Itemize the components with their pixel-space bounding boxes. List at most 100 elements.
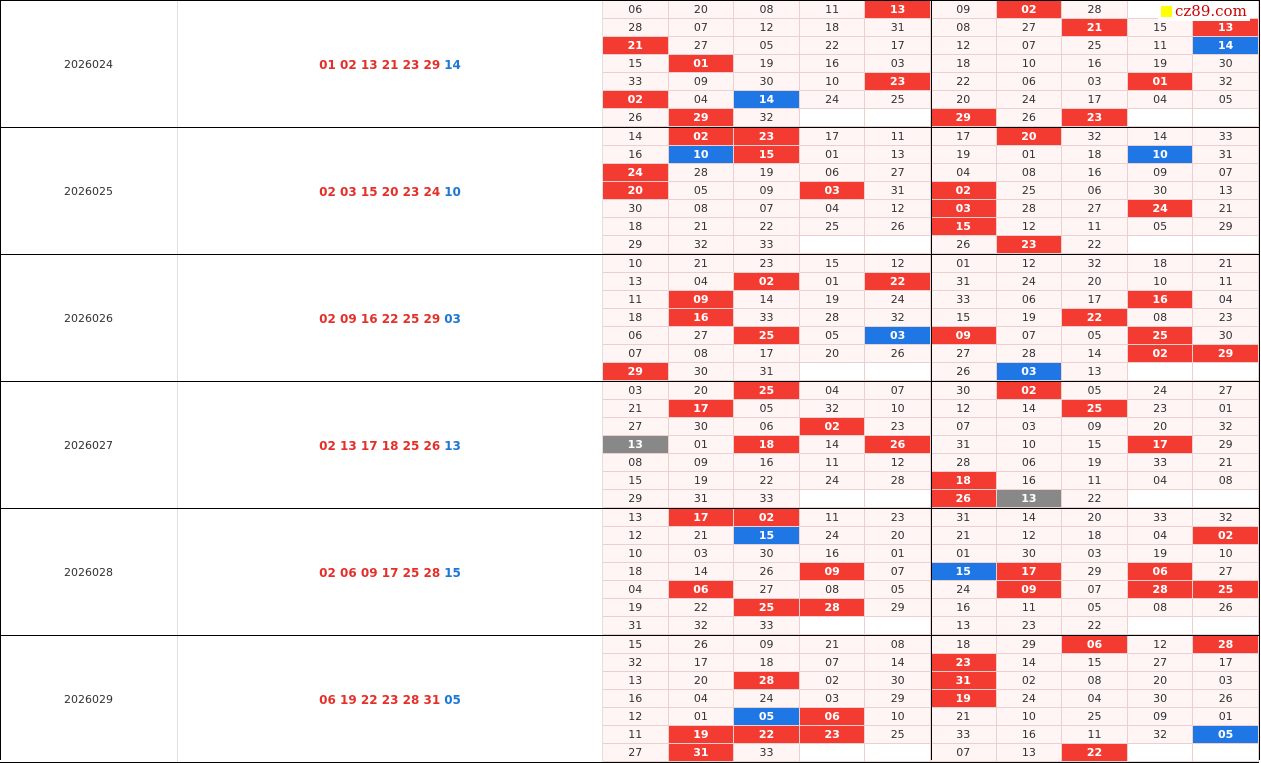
empty-cell <box>1193 236 1259 254</box>
highlight-cell: 23 <box>1062 109 1128 127</box>
empty-cell <box>1193 490 1259 508</box>
number-cell: 22 <box>931 73 997 91</box>
highlight-cell: 15 <box>734 146 800 164</box>
empty-cell <box>799 744 866 762</box>
number-cell: 12 <box>1127 636 1194 654</box>
highlight-cell: 05 <box>1193 726 1259 744</box>
highlight-cell: 25 <box>1193 581 1259 599</box>
number-cell: 32 <box>1127 726 1194 744</box>
number-cell: 16 <box>603 146 669 164</box>
empty-cell <box>799 617 866 635</box>
highlight-cell: 31 <box>668 744 735 762</box>
highlight-cell: 10 <box>1127 146 1194 164</box>
highlight-cell: 22 <box>734 726 800 744</box>
number-cell: 23 <box>865 418 931 436</box>
number-cell: 31 <box>865 19 931 37</box>
number-cell: 17 <box>668 654 735 672</box>
number-cell: 14 <box>1062 345 1128 363</box>
number-cell: 17 <box>1062 91 1128 109</box>
number-cell: 21 <box>1193 200 1259 218</box>
number-cell: 30 <box>668 418 735 436</box>
number-cell: 01 <box>865 545 931 563</box>
watermark-text: cz89.com <box>1175 2 1247 20</box>
highlight-cell: 29 <box>668 109 735 127</box>
number-cell: 20 <box>668 672 735 690</box>
highlight-cell: 22 <box>865 273 931 291</box>
number-cell: 30 <box>996 545 1063 563</box>
number-cell: 23 <box>1127 400 1194 418</box>
highlight-cell: 09 <box>799 563 866 581</box>
red-numbers: 02 03 15 20 23 24 <box>319 184 441 199</box>
number-cell: 24 <box>799 472 866 490</box>
highlight-cell: 23 <box>996 236 1063 254</box>
empty-cell <box>799 490 866 508</box>
number-cell: 03 <box>603 382 669 400</box>
draw-numbers: 06 19 22 23 28 31 05 <box>178 636 603 763</box>
number-cell: 17 <box>1062 291 1128 309</box>
number-cell: 09 <box>1127 164 1194 182</box>
number-cell: 18 <box>603 309 669 327</box>
number-cell: 05 <box>1062 327 1128 345</box>
number-cell: 03 <box>1193 672 1259 690</box>
number-cell: 12 <box>865 200 931 218</box>
highlight-cell: 28 <box>1127 581 1194 599</box>
period: 2026025 <box>0 128 178 255</box>
number-cell: 08 <box>668 345 735 363</box>
number-cell: 14 <box>996 509 1063 527</box>
highlight-cell: 24 <box>603 164 669 182</box>
empty-cell <box>865 744 931 762</box>
number-cell: 13 <box>603 273 669 291</box>
number-cell: 09 <box>931 1 997 19</box>
number-cell: 22 <box>734 472 800 490</box>
block-border <box>0 127 1259 128</box>
highlight-cell: 26 <box>865 436 931 454</box>
highlight-cell: 19 <box>931 690 997 708</box>
highlight-cell: 02 <box>931 182 997 200</box>
number-cell: 07 <box>1062 581 1128 599</box>
highlight-cell: 14 <box>1193 37 1259 55</box>
number-cell: 11 <box>865 128 931 146</box>
number-cell: 13 <box>996 744 1063 762</box>
number-cell: 33 <box>734 490 800 508</box>
number-cell: 21 <box>668 218 735 236</box>
number-cell: 32 <box>1062 128 1128 146</box>
number-cell: 09 <box>668 73 735 91</box>
number-cell: 07 <box>996 327 1063 345</box>
highlight-cell: 16 <box>668 309 735 327</box>
number-cell: 12 <box>931 400 997 418</box>
number-cell: 11 <box>1193 273 1259 291</box>
period: 2026029 <box>0 636 178 763</box>
number-cell: 23 <box>734 255 800 273</box>
number-cell: 18 <box>734 654 800 672</box>
number-cell: 05 <box>734 37 800 55</box>
number-cell: 21 <box>1193 255 1259 273</box>
number-cell: 18 <box>603 563 669 581</box>
number-cell: 25 <box>865 726 931 744</box>
highlight-cell: 21 <box>1062 19 1128 37</box>
number-cell: 06 <box>603 327 669 345</box>
number-cell: 24 <box>865 291 931 309</box>
number-cell: 07 <box>668 19 735 37</box>
number-cell: 29 <box>603 236 669 254</box>
number-cell: 10 <box>996 708 1063 726</box>
highlight-cell: 02 <box>603 91 669 109</box>
number-cell: 18 <box>1062 146 1128 164</box>
number-cell: 08 <box>996 164 1063 182</box>
number-cell: 11 <box>1062 472 1128 490</box>
number-cell: 10 <box>603 255 669 273</box>
highlight-cell: 02 <box>799 418 866 436</box>
number-cell: 05 <box>1193 91 1259 109</box>
number-cell: 07 <box>603 345 669 363</box>
number-cell: 17 <box>865 37 931 55</box>
number-cell: 21 <box>1193 454 1259 472</box>
highlight-cell: 25 <box>734 327 800 345</box>
highlight-cell: 01 <box>1127 73 1194 91</box>
highlight-cell: 09 <box>668 291 735 309</box>
highlight-cell: 28 <box>734 672 800 690</box>
highlight-cell: 13 <box>996 490 1063 508</box>
number-cell: 13 <box>931 617 997 635</box>
blue-number: 05 <box>444 692 461 707</box>
highlight-cell: 02 <box>668 128 735 146</box>
empty-cell <box>1127 617 1194 635</box>
highlight-cell: 29 <box>1193 345 1259 363</box>
